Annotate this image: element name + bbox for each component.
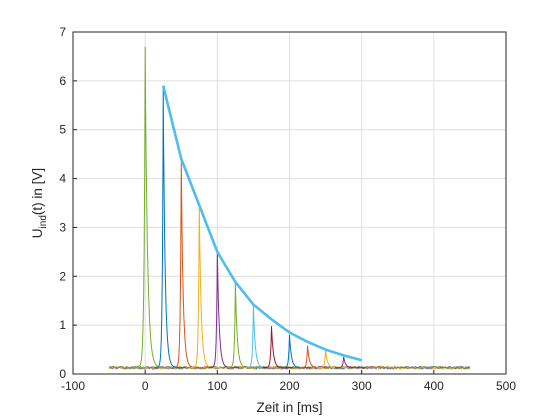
y-axis-label-main: U [30, 228, 45, 238]
pulse-11 [335, 356, 366, 369]
x-tick-label: 100 [207, 379, 227, 393]
y-axis-label-sub: ind [38, 215, 49, 228]
x-tick-label: 500 [496, 379, 516, 393]
y-tick-label: 3 [59, 220, 66, 234]
baseline-noise-4 [108, 365, 471, 370]
pulse-series [136, 46, 366, 369]
y-tick-label: 5 [59, 123, 66, 137]
x-tick-label: 400 [424, 379, 444, 393]
x-tick-label: -100 [61, 379, 85, 393]
y-tick-label: 1 [59, 318, 66, 332]
x-axis-label: Zeit in [ms] [256, 400, 322, 415]
x-tick-label: 300 [352, 379, 372, 393]
x-tick-label: 0 [142, 379, 149, 393]
y-tick-labels: 0 1 2 3 4 5 6 7 [59, 25, 77, 381]
decay-envelope [161, 85, 363, 362]
y-tick-label: 7 [59, 25, 66, 39]
y-tick-label: 0 [59, 367, 66, 381]
x-tick-labels: -100 0 100 200 300 400 500 [61, 370, 516, 393]
grid-lines [72, 31, 507, 375]
y-tick-label: 4 [59, 172, 66, 186]
x-tick-label: 200 [279, 379, 299, 393]
y-tick-label: 2 [59, 269, 66, 283]
y-axis-label: Uind(t) in [V] [30, 168, 49, 238]
envelope-line [161, 85, 363, 362]
y-tick-label: 6 [59, 74, 66, 88]
y-axis-label-rest: (t) in [V] [30, 168, 45, 215]
